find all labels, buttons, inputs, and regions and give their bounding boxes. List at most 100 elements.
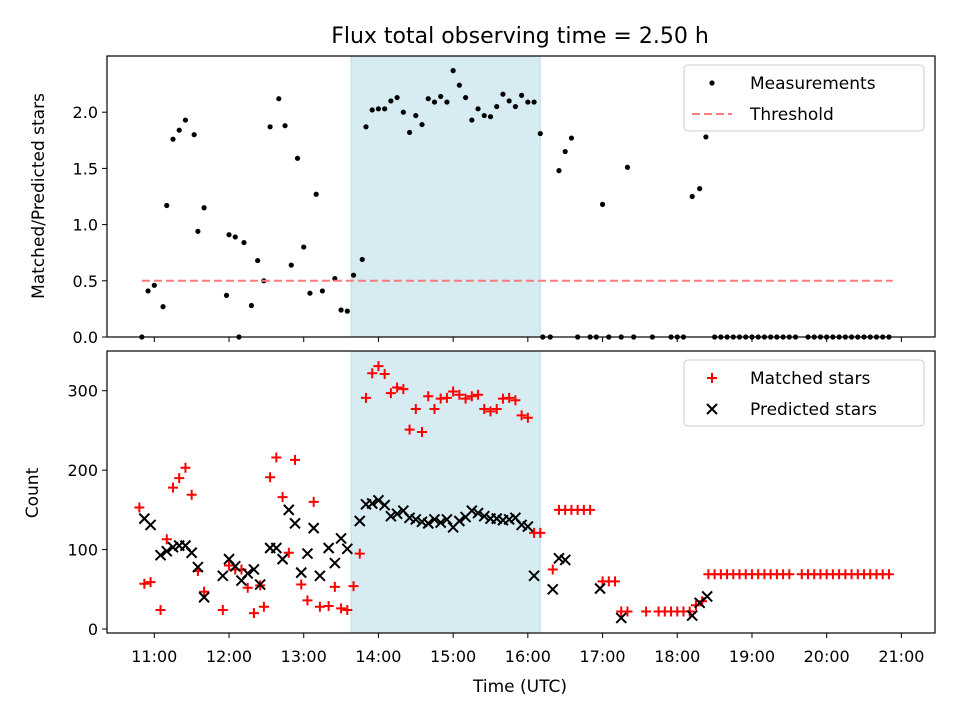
predicted-star-point bbox=[307, 522, 320, 534]
x-tick-label: 13:00 bbox=[281, 647, 327, 666]
matched-star-point bbox=[323, 600, 334, 611]
matched-star-point bbox=[186, 489, 197, 500]
measurement-point bbox=[319, 288, 326, 294]
bottom-series-predicted-stars bbox=[138, 494, 713, 624]
predicted-star-point bbox=[528, 570, 540, 582]
matched-star-point bbox=[610, 576, 621, 587]
matched-star-point bbox=[485, 406, 496, 417]
x-tick-label: 17:00 bbox=[580, 647, 626, 666]
matched-star-point bbox=[296, 579, 307, 590]
measurement-point bbox=[568, 135, 575, 141]
predicted-star-point bbox=[154, 549, 167, 561]
predicted-star-point bbox=[385, 510, 397, 522]
matched-star-point bbox=[429, 403, 440, 414]
matched-star-point bbox=[448, 386, 459, 397]
matched-star-point bbox=[155, 604, 166, 615]
predicted-star-point bbox=[466, 504, 478, 517]
predicted-star-point bbox=[391, 508, 403, 520]
x-tick-label: 20:00 bbox=[804, 647, 850, 666]
predicted-star-point bbox=[522, 520, 534, 533]
measurement-point bbox=[350, 272, 357, 278]
x-tick-label: 12:00 bbox=[206, 647, 252, 666]
matched-star-point bbox=[473, 389, 484, 400]
predicted-star-point bbox=[301, 547, 314, 560]
matched-star-point bbox=[622, 606, 633, 617]
bottom-legend: Matched stars Predicted stars bbox=[683, 359, 925, 427]
matched-star-point bbox=[417, 427, 428, 438]
predicted-star-point bbox=[354, 515, 366, 527]
matched-star-point bbox=[379, 369, 390, 380]
bottom-plot-panel: 0 100 200 300 11:00 12:00 13:00 14:00 15:00 16:00… bbox=[67, 350, 936, 666]
matched-star-point bbox=[479, 403, 490, 414]
matched-star-point bbox=[180, 462, 191, 473]
matched-star-point bbox=[167, 482, 178, 493]
measurement-point bbox=[531, 99, 537, 105]
measurement-point bbox=[462, 94, 469, 101]
matched-star-point bbox=[641, 606, 652, 617]
legend-matched-swatch bbox=[707, 373, 717, 383]
measurement-point bbox=[500, 91, 506, 97]
predicted-star-point bbox=[410, 513, 422, 526]
measurement-point bbox=[469, 117, 475, 123]
measurement-point bbox=[413, 112, 419, 119]
top-y-tick-label: 1.0 bbox=[73, 216, 98, 235]
top-y-axis-label: Matched/Predicted stars bbox=[29, 93, 49, 299]
matched-star-point bbox=[491, 403, 502, 414]
legend-measurements-swatch bbox=[709, 80, 715, 86]
predicted-star-point bbox=[270, 542, 283, 554]
measurement-point bbox=[431, 99, 438, 105]
x-axis-label: Time (UTC) bbox=[472, 677, 567, 697]
bottom-axes-frame bbox=[106, 350, 936, 634]
predicted-star-point bbox=[198, 591, 210, 603]
matched-star-point bbox=[258, 601, 269, 612]
predicted-star-point bbox=[472, 507, 484, 519]
measurement-point bbox=[195, 228, 201, 234]
matched-star-point bbox=[423, 391, 434, 402]
matched-star-point bbox=[174, 473, 185, 484]
matched-star-point bbox=[139, 578, 150, 589]
top-highlight-span bbox=[350, 55, 541, 338]
matched-star-point bbox=[585, 504, 596, 515]
measurement-point bbox=[512, 103, 518, 110]
x-tick-label: 14:00 bbox=[355, 647, 401, 666]
matched-star-point bbox=[271, 452, 282, 463]
predicted-star-point bbox=[254, 578, 266, 591]
predicted-star-point bbox=[276, 553, 289, 565]
matched-star-point bbox=[410, 403, 421, 414]
matched-star-point bbox=[883, 569, 894, 580]
measurement-point bbox=[537, 130, 543, 137]
matched-star-point bbox=[336, 603, 347, 614]
bottom-highlight-span bbox=[350, 350, 541, 634]
measurement-point bbox=[182, 117, 189, 123]
measurement-point bbox=[506, 98, 512, 104]
measurement-point bbox=[556, 168, 562, 174]
measurement-point bbox=[562, 148, 568, 155]
legend-predicted-swatch bbox=[706, 403, 718, 415]
measurement-point bbox=[232, 234, 238, 240]
predicted-star-point bbox=[701, 590, 713, 603]
top-axes-frame bbox=[106, 55, 936, 338]
measurement-point bbox=[282, 123, 288, 129]
bottom-legend-box bbox=[683, 359, 925, 427]
matched-star-point bbox=[308, 496, 319, 507]
matched-star-point bbox=[277, 492, 288, 503]
x-tick-label: 18:00 bbox=[654, 647, 700, 666]
matched-star-point bbox=[385, 388, 396, 399]
matched-star-point bbox=[441, 392, 452, 403]
top-y-tick-label: 0.0 bbox=[73, 328, 98, 347]
measurement-point bbox=[288, 262, 294, 268]
measurement-point bbox=[487, 114, 494, 120]
predicted-star-point bbox=[434, 516, 447, 529]
predicted-star-point bbox=[594, 582, 606, 595]
measurement-point bbox=[241, 239, 247, 246]
predicted-star-point bbox=[441, 513, 453, 526]
matched-star-point bbox=[348, 581, 359, 592]
measurement-point bbox=[689, 193, 695, 200]
top-legend-box bbox=[683, 64, 925, 132]
predicted-star-point bbox=[453, 515, 466, 527]
top-y-tick-label: 2.0 bbox=[73, 103, 98, 122]
measurement-point bbox=[294, 155, 301, 161]
predicted-star-point bbox=[686, 609, 698, 622]
top-y-tick-label: 0.5 bbox=[73, 272, 98, 291]
matched-star-point bbox=[404, 424, 415, 435]
